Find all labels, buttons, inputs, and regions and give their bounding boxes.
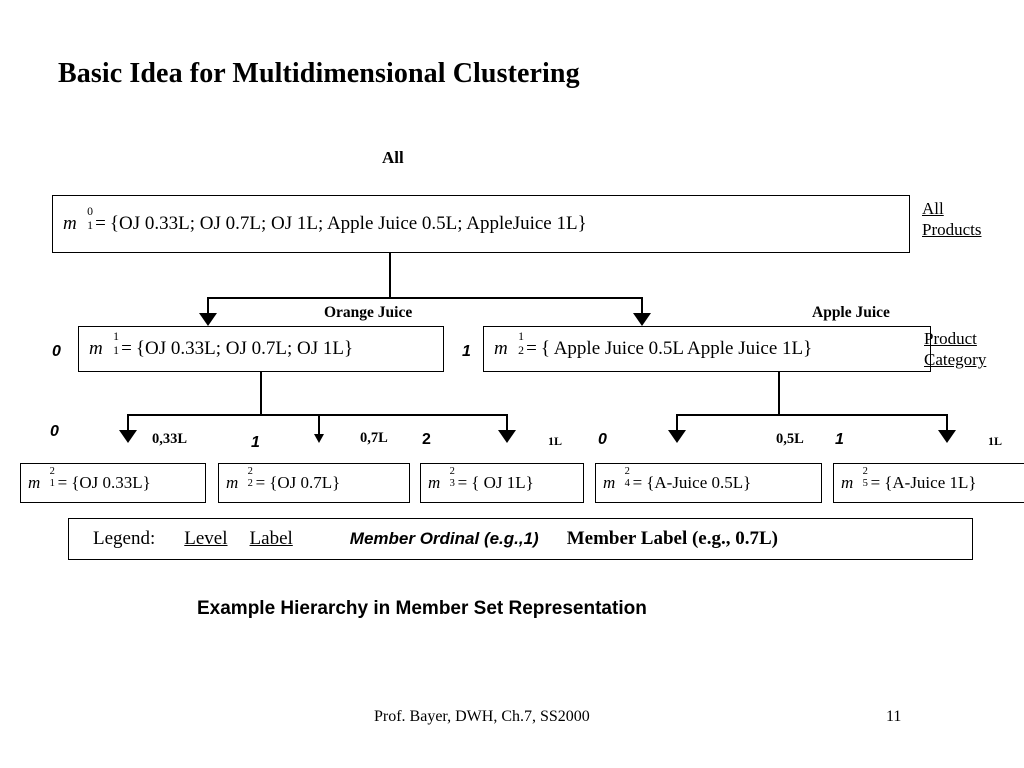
ordinal-leaf-1: 0 (50, 423, 59, 440)
level1-oj-equals: = (121, 338, 132, 359)
ordinal-level1-aj: 1 (462, 343, 471, 360)
legend-level-word: Level (184, 528, 228, 549)
legend-member-ordinal: Member Ordinal (e.g.,1) (349, 529, 539, 548)
legend-title: Legend: (93, 528, 156, 549)
connector-root-stem (389, 253, 391, 299)
arrow-aj-to-leaf4 (668, 430, 686, 443)
root-node-equals: = (95, 213, 106, 234)
root-node-body: {OJ 0.33L; OJ 0.7L; OJ 1L; Apple Juice 0… (109, 213, 587, 234)
arrow-oj-to-leaf3 (498, 430, 516, 443)
level1-oj-body: {OJ 0.33L; OJ 0.7L; OJ 1L} (135, 338, 354, 359)
legend-box: Legend: Level Label Member Ordinal (e.g.… (68, 518, 973, 560)
arrow-root-to-oj (199, 313, 217, 326)
ordinal-leaf-4: 0 (598, 431, 607, 448)
leaf-2-body: {OJ 0.7L} (269, 473, 341, 492)
root-annotation-line1: All (922, 199, 944, 218)
ordinal-leaf-3: 2 (422, 431, 431, 448)
ordinal-level1-oj: 0 (52, 343, 61, 360)
connector-root-to-oj (207, 297, 209, 314)
leaf-3-equals: = (457, 473, 468, 492)
leaf-3-body: { OJ 1L} (471, 473, 534, 492)
root-level-label: All (382, 148, 404, 167)
member-label-leaf-2: 0,7L (360, 430, 388, 446)
connector-oj-to-leaf2 (318, 414, 320, 435)
footer-attribution: Prof. Bayer, DWH, Ch.7, SS2000 (374, 708, 590, 725)
connector-root-to-aj (641, 297, 643, 314)
arrow-oj-to-leaf1 (119, 430, 137, 443)
legend-member-label: Member Label (e.g., 0.7L) (566, 528, 778, 549)
arrow-root-to-aj (633, 313, 651, 326)
figure-caption: Example Hierarchy in Member Set Represen… (197, 598, 647, 619)
connector-aj-to-leaf5 (946, 414, 948, 431)
connector-oj-stem (260, 372, 262, 416)
ordinal-leaf-5: 1 (835, 431, 844, 448)
leaf-1-equals: = (57, 473, 68, 492)
arrow-aj-to-leaf5 (938, 430, 956, 443)
root-annotation-all-products: All Products (922, 198, 986, 241)
connector-root-bar (207, 297, 643, 299)
member-label-leaf-4: 0,5L (776, 431, 804, 447)
leaf-2-equals: = (255, 473, 266, 492)
connector-aj-bar (676, 414, 948, 416)
connector-aj-stem (778, 372, 780, 416)
level1-annotation-line1: Product (924, 329, 977, 348)
level1-aj-equals: = (526, 338, 537, 359)
leaf-5-body: {A-Juice 1L} (884, 473, 977, 492)
legend-label-word: Label (249, 528, 293, 549)
page-number: 11 (886, 708, 902, 725)
page-title: Basic Idea for Multidimensional Clusteri… (58, 58, 580, 89)
leaf-1-body: {OJ 0.33L} (71, 473, 151, 492)
ordinal-leaf-2: 1 (251, 434, 260, 451)
level1-annotation-product-category: Product Category (924, 328, 990, 371)
root-annotation-line2: Products (922, 220, 982, 240)
connector-oj-to-leaf1 (127, 414, 129, 431)
arrow-oj-to-leaf2 (314, 434, 324, 443)
member-label-leaf-1: 0,33L (152, 431, 188, 447)
caption-orange-juice: Orange Juice (324, 304, 413, 321)
level1-annotation-line2: Category (924, 350, 987, 370)
connector-oj-bar (127, 414, 507, 416)
level1-aj-body: { Apple Juice 0.5L Apple Juice 1L} (540, 338, 813, 359)
connector-oj-to-leaf3 (506, 414, 508, 431)
member-label-leaf-5: 1L (988, 434, 1003, 448)
leaf-5-equals: = (870, 473, 881, 492)
member-label-leaf-3: 1L (548, 434, 563, 448)
connector-aj-to-leaf4 (676, 414, 678, 431)
leaf-4-equals: = (632, 473, 643, 492)
caption-apple-juice: Apple Juice (812, 304, 890, 321)
leaf-4-body: {A-Juice 0.5L} (646, 473, 752, 492)
